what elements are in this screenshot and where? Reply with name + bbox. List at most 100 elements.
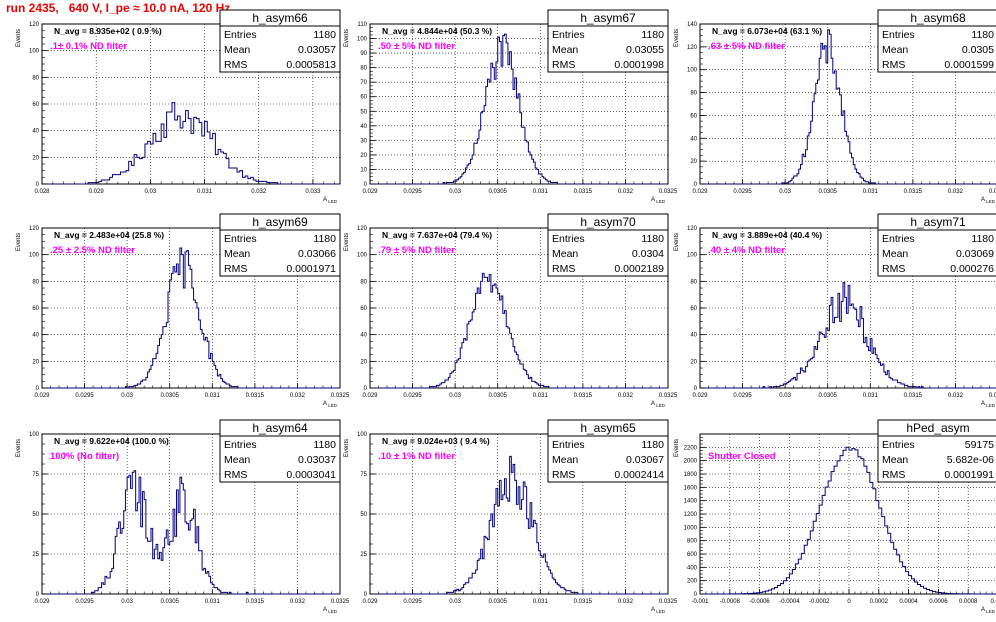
y-tick-label: 20 — [360, 153, 367, 159]
y-tick-label: 20 — [690, 359, 697, 365]
stats-box-frame — [547, 213, 669, 277]
x-tick-label: 0.0008 — [959, 599, 978, 605]
y-tick-label: 80 — [690, 91, 697, 97]
navg-label: N_avg = 3.889e+04 (40.4 %) — [712, 230, 822, 240]
x-tick-label: 0.029 — [692, 189, 708, 195]
y-tick-label: 1000 — [684, 525, 698, 531]
stats-value-mean: 0.03069 — [956, 248, 994, 260]
x-tick-label: 0.029 — [34, 599, 50, 605]
x-tick-label: 0.032 — [618, 189, 634, 195]
stats-label-entries: Entries — [552, 233, 585, 245]
stats-label-mean: Mean — [882, 248, 908, 260]
y-tick-label: 100 — [357, 432, 368, 438]
y-tick-label: 100 — [29, 253, 40, 259]
y-tick-label: 80 — [32, 279, 39, 285]
x-tick-label: 0.0325 — [989, 393, 996, 399]
stats-box-frame — [877, 9, 996, 73]
stats-value-mean: 0.03037 — [298, 454, 336, 466]
filter-note: .40 ± 4% ND filter — [708, 245, 785, 256]
y-tick-label: 90 — [360, 51, 367, 57]
y-tick-label: 400 — [687, 565, 698, 571]
x-tick-label: 0.0315 — [246, 599, 265, 605]
x-tick-label: 0.0325 — [331, 599, 350, 605]
histogram-panel-hPed_asym: -0.001 -0.0008 -0.0006 -0.0004 -0.0002 0 0.000… — [674, 419, 996, 614]
navg-label: N_avg = 8.935e+02 ( 0.9 %) — [54, 26, 162, 36]
filter-note: .10 ± 1% ND filter — [378, 451, 455, 462]
histogram-h_asym70 — [370, 272, 668, 389]
y-tick-label: 100 — [687, 68, 698, 74]
navg-label: N_avg = 9.622e+04 (100.0 %) — [54, 436, 169, 446]
stats-value-rms: 0.0002414 — [614, 469, 664, 481]
stats-label-rms: RMS — [882, 263, 905, 275]
stats-value-entries: 59175 — [965, 439, 994, 451]
y-tick-label: 80 — [360, 66, 367, 72]
x-tick-label: 0.029 — [362, 599, 378, 605]
y-tick-label: 120 — [29, 226, 40, 232]
x-tick-label: 0.032 — [948, 393, 964, 399]
x-tick-label: -0.001 — [691, 599, 709, 605]
x-tick-label: 0.0305 — [161, 599, 180, 605]
x-tick-label: 0.0305 — [489, 599, 508, 605]
stats-label-rms: RMS — [552, 59, 575, 71]
histogram-h_asym68 — [700, 29, 996, 185]
x-tick-label: 0.031 — [863, 189, 879, 195]
x-tick-label: 0.031 — [533, 599, 549, 605]
stats-box-title: h_asym65 — [580, 421, 636, 435]
x-tick-label: 0.03 — [449, 393, 461, 399]
y-tick-label: 120 — [687, 45, 698, 51]
stats-box-h_asym68: h_asym68 Entries 1180 Mean 0.0305 RMS 0.000159… — [877, 9, 996, 73]
stats-label-mean: Mean — [224, 44, 250, 56]
stats-value-entries: 1180 — [641, 29, 664, 41]
x-tick-label: 0.0305 — [819, 189, 838, 195]
y-tick-label: 60 — [32, 306, 39, 312]
stats-label-mean: Mean — [552, 248, 578, 260]
stats-box-title: h_asym67 — [580, 11, 636, 25]
x-tick-label: 0.032 — [618, 393, 634, 399]
stats-value-mean: 0.0305 — [962, 44, 994, 56]
y-tick-label: 600 — [687, 552, 698, 558]
y-tick-label: 75 — [360, 472, 367, 478]
x-axis-title: A LED — [981, 197, 996, 204]
x-tick-label: 0.0315 — [574, 393, 593, 399]
histogram-panel-h_asym64: 0.029 0.0295 0.03 0.0305 0.031 0.0315 0.032 0.0… — [16, 419, 350, 614]
stats-label-entries: Entries — [882, 233, 915, 245]
histogram-h_asym69 — [42, 247, 340, 389]
stats-box-title: h_asym70 — [580, 215, 636, 229]
stats-label-rms: RMS — [224, 263, 247, 275]
x-tick-label: 0.0305 — [489, 393, 508, 399]
y-tick-label: 50 — [360, 512, 367, 518]
navg-label: N_avg = 2.483e+04 (25.8 %) — [54, 230, 164, 240]
x-tick-label: 0.03 — [449, 599, 461, 605]
x-tick-label: 0.0006 — [929, 599, 948, 605]
stats-box-title: h_asym71 — [910, 215, 966, 229]
x-tick-label: 0.0325 — [989, 189, 996, 195]
y-tick-label: 50 — [360, 109, 367, 115]
filter-note: .25 ± 2.5% ND filter — [50, 245, 135, 256]
x-tick-label: 0.0295 — [733, 189, 752, 195]
x-tick-label: 0.0295 — [403, 189, 422, 195]
x-tick-label: 0.033 — [305, 189, 321, 195]
histogram-panel-h_asym69: 0.029 0.0295 0.03 0.0305 0.031 0.0315 0.032 0.0… — [16, 213, 350, 408]
stats-box-title: h_asym69 — [252, 215, 308, 229]
stats-value-entries: 1180 — [313, 233, 336, 245]
y-axis-title: Events — [16, 29, 22, 47]
x-axis-title: A LED — [981, 401, 996, 408]
stats-value-entries: 1180 — [313, 439, 336, 451]
x-tick-label: 0.03 — [121, 393, 133, 399]
stats-value-rms: 0.0003041 — [286, 469, 336, 481]
y-tick-label: 100 — [357, 253, 368, 259]
histogram-panel-h_asym71: 0.029 0.0295 0.03 0.0305 0.031 0.0315 0.032 0.0… — [674, 213, 996, 408]
x-tick-label: 0.03 — [449, 189, 461, 195]
filter-note: .79 ± 5% ND filter — [378, 245, 455, 256]
stats-box-frame — [219, 419, 341, 483]
y-tick-label: 30 — [360, 138, 367, 144]
x-tick-label: 0.0315 — [574, 189, 593, 195]
y-tick-label: 1600 — [684, 485, 698, 491]
stats-value-entries: 1180 — [971, 233, 994, 245]
x-tick-label: 0.0004 — [899, 599, 918, 605]
stats-label-mean: Mean — [882, 454, 908, 466]
y-tick-label: 80 — [690, 279, 697, 285]
y-tick-label: 25 — [360, 552, 367, 558]
y-tick-label: 60 — [690, 306, 697, 312]
